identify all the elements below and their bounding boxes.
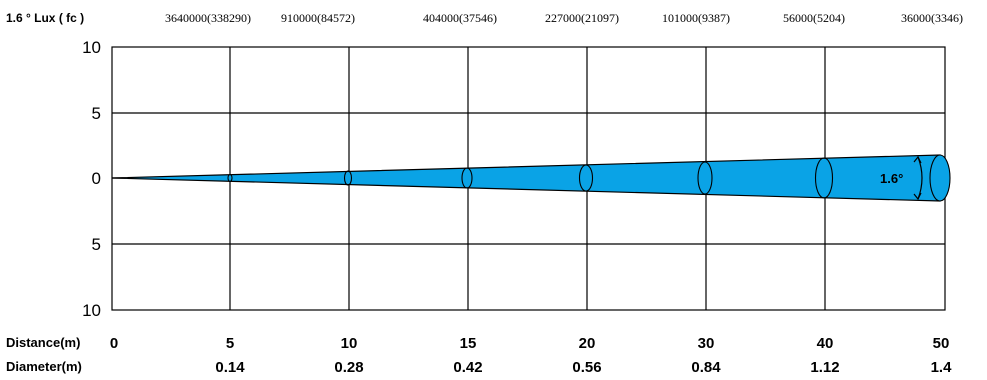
beam-end-cap: [929, 154, 951, 202]
beam-cross-section: [814, 157, 834, 199]
diameter-value: 0.84: [691, 359, 721, 376]
diameter-value: 0.14: [215, 359, 245, 376]
distance-value: 15: [460, 335, 477, 352]
diameter-value: 0.42: [453, 359, 482, 376]
lux-value: 56000(5204): [783, 11, 845, 25]
diameter-value: 1.4: [931, 359, 953, 376]
lux-value: 404000(37546): [423, 11, 497, 25]
angle-label: 1.6°: [880, 171, 903, 186]
distance-value: 5: [226, 335, 234, 352]
lux-value: 3640000(338290): [165, 11, 251, 25]
header-title: 1.6 ° Lux ( fc ): [6, 11, 84, 25]
lux-value: 910000(84572): [281, 11, 355, 25]
distance-row-label: Distance(m): [6, 335, 80, 350]
angle-indicator: [913, 155, 923, 201]
y-tick-label: 0: [92, 169, 101, 188]
y-tick-label: 5: [92, 104, 101, 123]
diameter-value: 1.12: [810, 359, 839, 376]
beam-cross-sections: [227, 154, 951, 202]
distance-value: 20: [579, 335, 596, 352]
diameter-row-label: Diameter(m): [6, 359, 82, 374]
angle-arrowhead-top: [913, 155, 922, 164]
diameter-value: 0.28: [334, 359, 363, 376]
distance-value: 10: [341, 335, 358, 352]
beam-cross-section: [461, 167, 473, 189]
y-tick-labels: 10 5 0 5 10: [82, 38, 101, 320]
beam-cross-section: [578, 164, 594, 192]
distance-values: 0 5 10 15 20 30 40 50: [110, 335, 950, 352]
y-tick-label: 5: [92, 235, 101, 254]
distance-value: 40: [817, 335, 834, 352]
beam-cross-section: [343, 170, 353, 186]
lux-value: 36000(3346): [901, 11, 963, 25]
beam-cross-section: [227, 173, 233, 183]
distance-value: 0: [110, 335, 118, 352]
lux-values: 3640000(338290) 910000(84572) 404000(37546…: [165, 11, 963, 25]
angle-arrowhead-bottom: [913, 192, 922, 201]
lux-value: 227000(21097): [545, 11, 619, 25]
diameter-value: 0.56: [572, 359, 601, 376]
beam-cross-section: [697, 161, 713, 195]
diameter-values: 0.14 0.28 0.42 0.56 0.84 1.12 1.4: [215, 359, 952, 376]
lux-value: 101000(9387): [662, 11, 730, 25]
distance-value: 30: [698, 335, 715, 352]
distance-value: 50: [933, 335, 950, 352]
y-tick-label: 10: [82, 301, 101, 320]
y-tick-label: 10: [82, 38, 101, 57]
